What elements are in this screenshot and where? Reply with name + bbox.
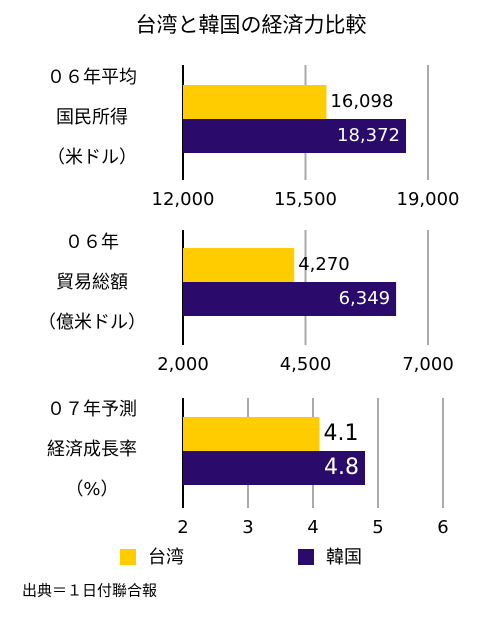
row-label: ０７年予測 [47, 399, 137, 420]
x-tick-label: 6 [437, 517, 448, 538]
bar [183, 451, 365, 485]
legend-label: 韓国 [326, 547, 362, 568]
chart-title: 台湾と韓国の経済力比較 [136, 13, 367, 37]
x-tick-label: 15,500 [274, 189, 337, 210]
x-tick-label: 4 [307, 517, 318, 538]
row-label: 国民所得 [56, 107, 128, 128]
value-label: 16,098 [330, 91, 393, 112]
row-label: （米ドル） [47, 147, 137, 168]
row-label: 経済成長率 [47, 439, 137, 460]
legend-swatch [120, 549, 136, 565]
bar [183, 85, 327, 119]
value-label: 4.1 [324, 421, 359, 446]
row-label: （%） [65, 479, 118, 500]
row-label: ０６年 [65, 232, 119, 253]
bar [183, 282, 397, 316]
row-label: ０６年平均 [47, 67, 137, 88]
legend-label: 台湾 [148, 547, 184, 568]
bar [183, 248, 295, 282]
x-tick-label: 3 [242, 517, 253, 538]
row-label: 貿易総額 [56, 272, 128, 293]
value-label: 4,270 [298, 254, 350, 275]
source: 出典＝１日付聯合報 [22, 582, 157, 600]
legend-swatch [298, 549, 314, 565]
value-label: 18,372 [337, 125, 400, 146]
value-label: 6,349 [339, 288, 391, 309]
x-tick-label: 7,000 [402, 354, 454, 375]
value-label: 4.8 [324, 455, 359, 480]
x-tick-label: 12,000 [152, 189, 215, 210]
bar [183, 417, 320, 451]
x-tick-label: 4,500 [280, 354, 332, 375]
x-tick-label: 2,000 [157, 354, 209, 375]
bar [183, 119, 407, 153]
x-tick-label: 5 [372, 517, 383, 538]
x-tick-label: 19,000 [397, 189, 460, 210]
x-tick-label: 2 [177, 517, 188, 538]
row-label: （億米ドル） [38, 312, 146, 333]
